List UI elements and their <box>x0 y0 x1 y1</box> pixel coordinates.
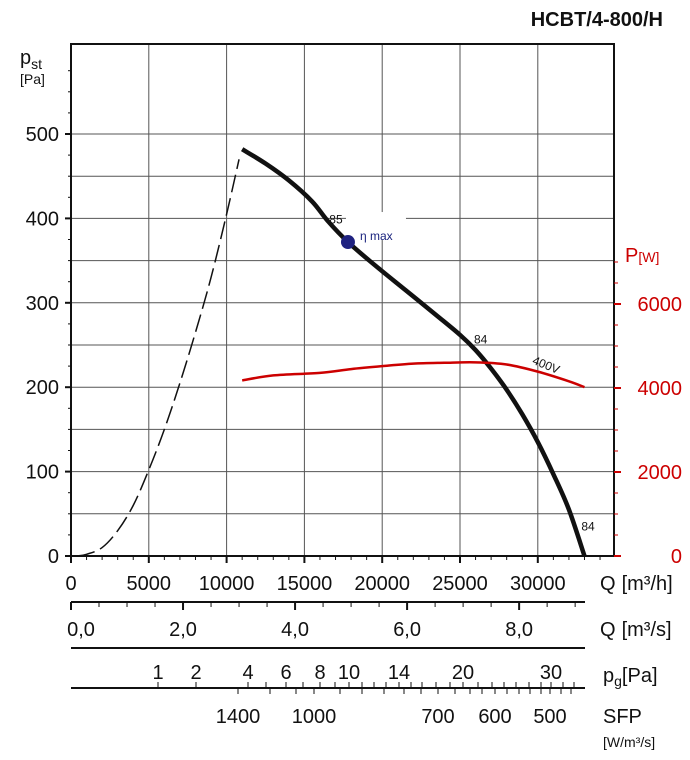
pg-tick-label: 20 <box>452 662 474 684</box>
pg-tick-label: 2 <box>190 662 201 684</box>
efficiency-label: 84 <box>581 520 595 534</box>
y2-axis-ticks: 0 2000 4000 6000 <box>614 261 683 568</box>
y-axis-ticks: 0 100 200 300 400 500 <box>26 70 71 568</box>
curve-pressure-unstable <box>77 159 240 557</box>
efficiency-label: 84 <box>474 332 488 346</box>
eta-label-bg <box>345 212 406 241</box>
x-tick-label: 25000 <box>432 573 488 595</box>
sfp-tick-label: 700 <box>421 706 454 728</box>
x-axis-label: Q [m³/h] <box>600 573 673 595</box>
x-tick-label: 5000 <box>127 573 172 595</box>
pg-tick-label: 8 <box>314 662 325 684</box>
y2-axis-label: P[W] <box>625 245 659 267</box>
chart-grid <box>70 44 614 557</box>
sfp-scale: 1400 1000 700 600 500 <box>216 688 572 728</box>
x-tick-label: 20000 <box>354 573 410 595</box>
pg-tick-label: 1 <box>152 662 163 684</box>
y-tick-label: 500 <box>26 124 59 146</box>
eta-max-label: η max <box>360 229 393 243</box>
y2-tick-label: 4000 <box>638 378 683 400</box>
y-tick-label: 100 <box>26 462 59 484</box>
x-tick-label: 10000 <box>199 573 255 595</box>
sfp-tick-label: 600 <box>478 706 511 728</box>
x-axis-ticks: 0 5000 10000 15000 20000 25000 30000 <box>65 556 601 595</box>
y-tick-label: 400 <box>26 208 59 230</box>
pg-tick-label: 14 <box>388 662 410 684</box>
y-axis-unit: [Pa] <box>20 71 45 87</box>
y-tick-label: 200 <box>26 377 59 399</box>
sfp-tick-label: 500 <box>533 706 566 728</box>
y2-tick-label: 2000 <box>638 462 683 484</box>
x-tick-label: 30000 <box>510 573 566 595</box>
sfp-tick-label: 1000 <box>292 706 337 728</box>
sfp-axis-unit: [W/m³/s] <box>603 734 655 750</box>
m3s-tick-label: 0,0 <box>67 619 95 641</box>
y-axis-label: pst <box>20 47 42 72</box>
pg-tick-label: 4 <box>242 662 253 684</box>
x-tick-label: 0 <box>65 573 76 595</box>
pg-tick-label: 6 <box>280 662 291 684</box>
curve-pressure <box>240 147 587 557</box>
x-tick-label: 15000 <box>277 573 333 595</box>
x-axis-m3s-label: Q [m³/s] <box>600 619 672 641</box>
y-tick-label: 0 <box>48 546 59 568</box>
pg-scale: 1 2 4 6 8 10 14 20 30 <box>71 662 585 689</box>
plot-frame <box>70 43 615 557</box>
curve-power <box>241 361 585 389</box>
pg-tick-label: 10 <box>338 662 360 684</box>
pg-axis-label: pg[Pa] <box>603 665 658 689</box>
y2-tick-label: 6000 <box>638 294 683 316</box>
sfp-axis-label: SFP <box>603 706 642 728</box>
y-tick-label: 300 <box>26 293 59 315</box>
m3s-tick-label: 2,0 <box>169 619 197 641</box>
m3s-tick-label: 6,0 <box>393 619 421 641</box>
m3s-tick-label: 4,0 <box>281 619 309 641</box>
chart-title: HCBT/4-800/H <box>531 9 663 31</box>
m3s-tick-label: 8,0 <box>505 619 533 641</box>
sfp-tick-label: 1400 <box>216 706 261 728</box>
efficiency-label: 85 <box>329 212 343 226</box>
y2-tick-label: 0 <box>671 546 682 568</box>
eta-max-marker <box>340 235 355 250</box>
x-axis-m3s-scale: 0,0 2,0 4,0 6,0 8,0 <box>67 601 585 649</box>
annotations: η max 85 84 84 <box>329 212 595 534</box>
pg-tick-label: 30 <box>540 662 562 684</box>
curves: 400V <box>77 147 587 557</box>
